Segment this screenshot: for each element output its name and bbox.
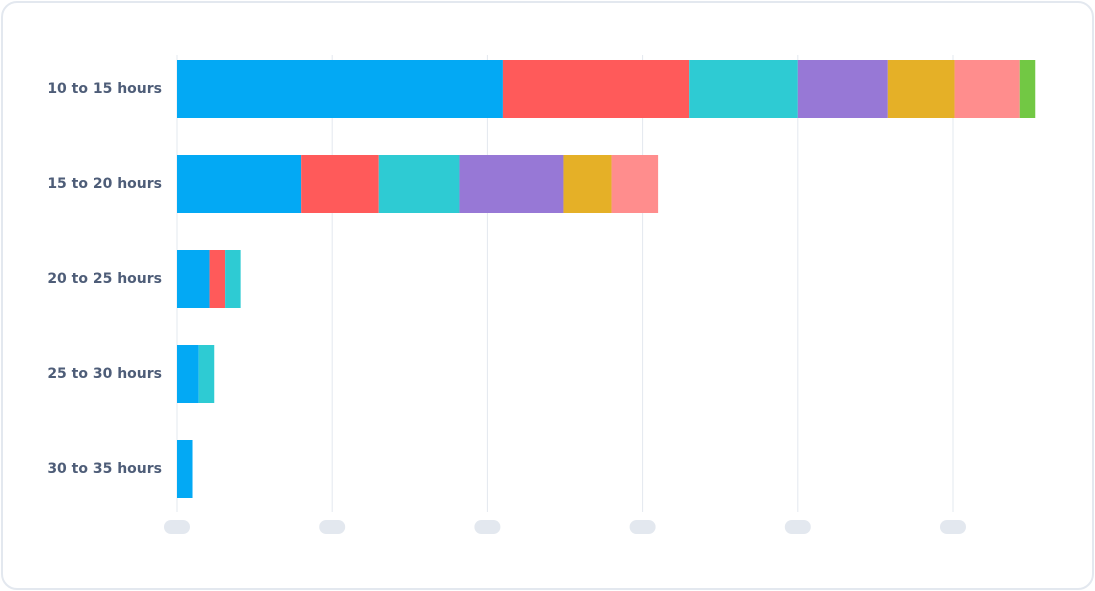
y-tick-label: 30 to 35 hours [47,461,162,477]
x-tick-placeholder [629,520,656,534]
y-tick-label: 10 to 15 hours [47,81,162,97]
x-tick-placeholder [474,520,501,534]
bar-segment [797,60,888,118]
x-tick-placeholder [164,520,190,534]
bar-segment [954,60,1020,118]
bar-segment [563,155,612,213]
y-tick-label: 25 to 30 hours [47,366,162,382]
bar-segment [378,155,460,213]
x-tick-placeholder [784,520,811,534]
x-tick-placeholder [319,520,346,534]
bar-segment [177,60,503,118]
bar-segment [177,250,210,308]
bar-segment [177,155,302,213]
bar-segment [209,250,226,308]
y-tick-label: 20 to 25 hours [47,271,162,287]
bar-segment [459,155,564,213]
bar-segment [689,60,798,118]
bar-segment [611,155,659,213]
bar-segment [177,345,199,403]
bar-segment [887,60,955,118]
bar-segment [225,250,241,308]
bar-segment [502,60,690,118]
bar-segment [198,345,215,403]
bar-segment [301,155,379,213]
y-tick-label: 15 to 20 hours [47,176,162,192]
bar-segment [1019,60,1036,118]
x-tick-placeholder [940,520,966,534]
bar-segment [177,440,193,498]
